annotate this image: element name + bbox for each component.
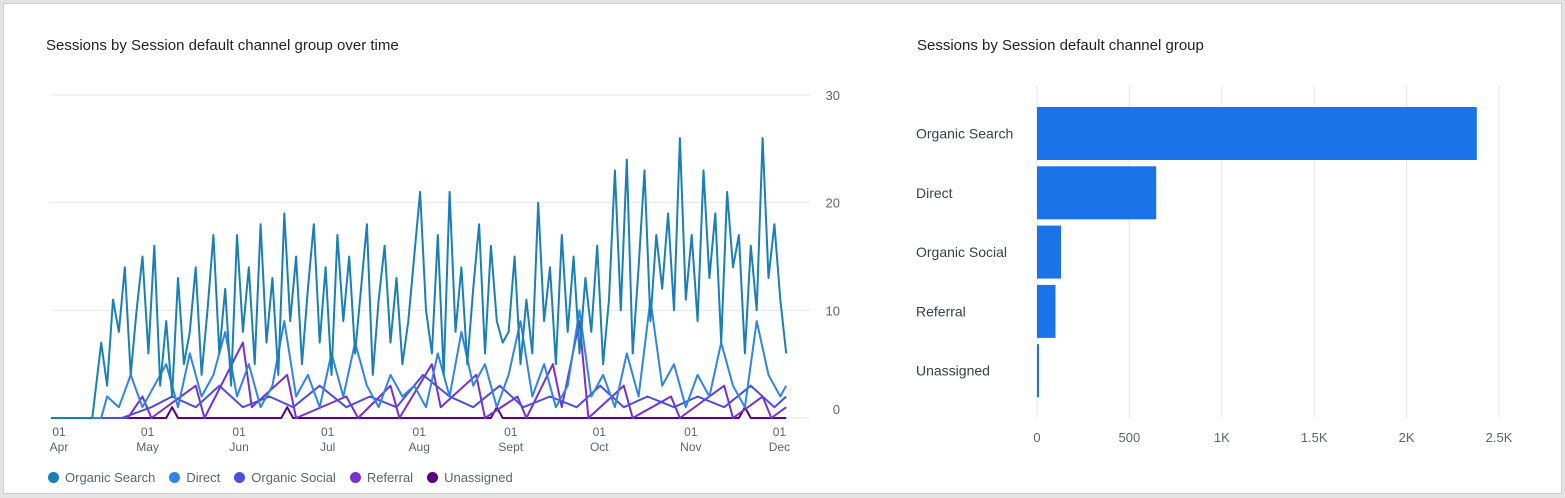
category-label: Organic Social [916,244,1007,260]
line-chart-legend: Organic Search Direct Organic Social Referr… [48,470,513,485]
x-tick-month: Jul [320,440,335,454]
legend-item[interactable]: Direct [169,470,220,485]
x-tick-day: 01 [413,425,427,439]
line-chart-x-ticks: 01Apr01May01Jun01Jul01Aug01Sept01Oct01No… [50,425,790,454]
legend-swatch [48,472,59,483]
legend-label: Organic Search [65,470,156,485]
category-label: Organic Search [916,126,1013,142]
series-line-referral [51,320,787,419]
x-tick-label: 0 [1033,430,1040,445]
bar-chart-title: Sessions by Session default channel grou… [917,37,1204,54]
legend-label: Referral [366,470,414,485]
category-label: Referral [916,303,966,319]
series-line-direct [51,298,788,419]
x-tick-month: Jun [229,440,248,454]
x-tick-day: 01 [773,425,787,439]
legend-label: Organic Social [251,470,336,485]
x-tick-day: 01 [232,425,246,439]
legend-swatch [169,472,181,483]
x-tick-day: 01 [141,425,155,439]
x-tick-day: 01 [684,425,698,439]
bar [1037,344,1039,398]
dashboard-frame [3,3,1562,494]
y-tick-label: 30 [826,88,840,103]
y-tick-label: 10 [826,303,840,318]
x-tick-label: 1.5K [1301,430,1328,445]
x-tick-month: Sept [498,440,523,454]
bar [1037,284,1056,338]
legend-swatch [234,472,246,483]
bar [1037,107,1477,160]
legend-item[interactable]: Organic Social [234,470,336,485]
y-tick-label: 0 [833,402,840,417]
bar [1037,166,1157,220]
x-tick-label: 2.5K [1486,430,1513,445]
x-tick-month: May [136,440,159,454]
x-tick-month: Aug [409,440,430,454]
bar [1037,225,1062,279]
x-tick-month: Oct [590,440,609,454]
x-tick-day: 01 [593,425,607,439]
bar-chart: Organic Search Direct Organic Social Referr… [916,85,1513,445]
bar-chart-x-ticks: 0 500 1K 1.5K 2K 2.5K [1033,430,1512,445]
category-label: Unassigned [916,363,990,379]
legend-swatch [427,472,439,483]
legend-swatch [349,472,361,483]
y-tick-label: 20 [826,196,840,211]
legend-item[interactable]: Unassigned [427,470,513,485]
x-tick-label: 500 [1119,430,1141,445]
category-label: Direct [916,185,953,201]
line-chart-series [51,137,788,419]
x-tick-label: 1K [1214,430,1230,445]
line-chart-grid [51,94,810,419]
legend-label: Unassigned [444,470,513,485]
x-tick-day: 01 [321,425,335,439]
legend-item[interactable]: Organic Search [48,470,155,485]
legend-item[interactable]: Referral [349,470,414,485]
x-tick-month: Apr [50,440,69,454]
legend-label: Direct [186,470,221,485]
x-tick-label: 2K [1399,430,1415,445]
line-chart-title: Sessions by Session default channel grou… [46,37,399,54]
x-tick-month: Nov [680,440,701,454]
bar-chart-bars [1037,107,1477,398]
series-line-organic-search [51,137,788,419]
x-tick-day: 01 [52,425,66,439]
x-tick-day: 01 [504,425,518,439]
line-chart-y-ticks: 0 10 20 30 [826,88,840,417]
x-tick-month: Dec [769,440,790,454]
bar-chart-category-labels: Organic Search Direct Organic Social Referr… [916,126,1013,379]
